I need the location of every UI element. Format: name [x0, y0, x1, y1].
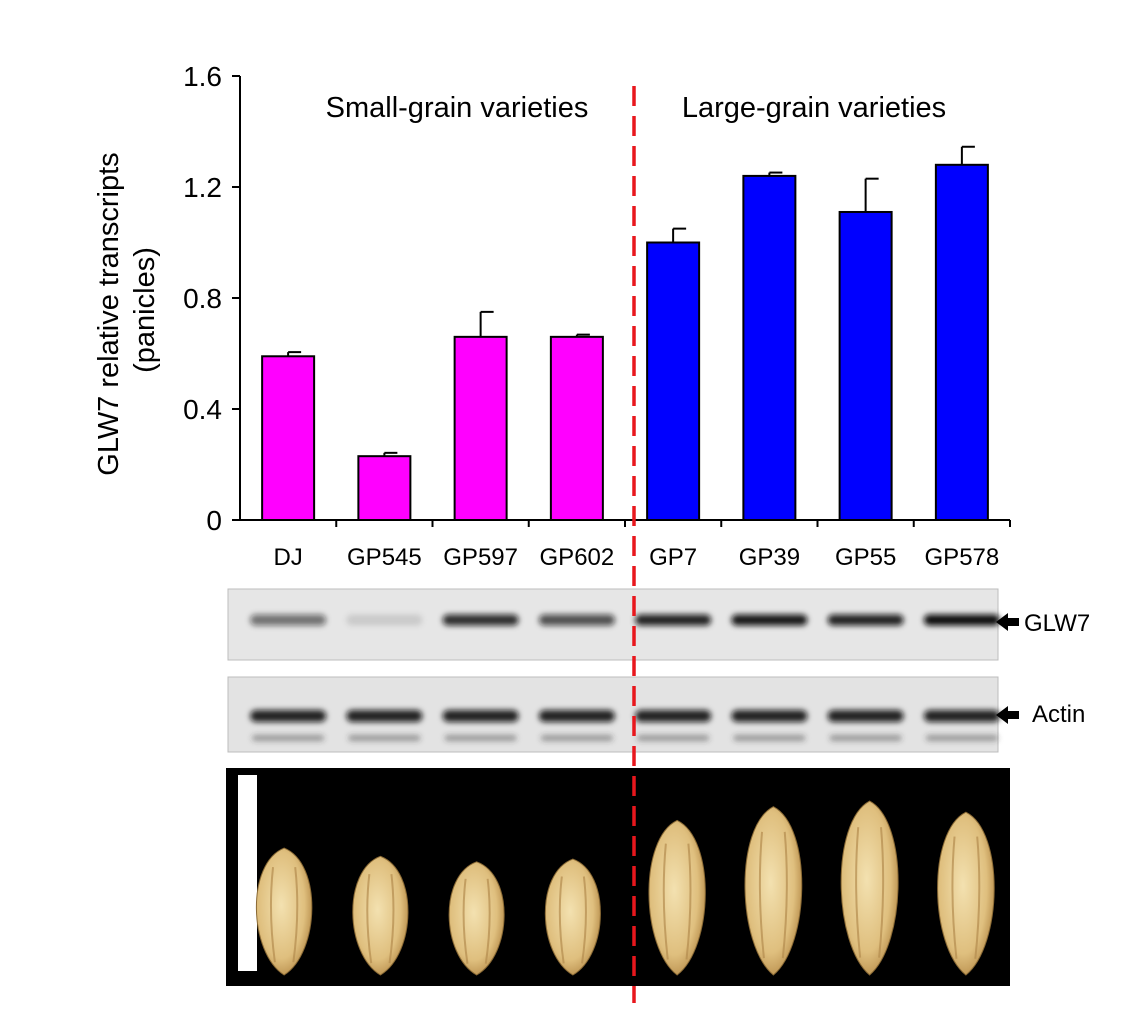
y-axis-label-line-1: GLW7 relative transcripts	[93, 152, 125, 475]
x-ticks	[335, 520, 1011, 527]
blot-band	[635, 614, 712, 626]
blot-band	[635, 710, 712, 722]
bar-gp7	[646, 241, 701, 521]
grain-photo	[226, 768, 1010, 986]
blot-band-lower	[540, 735, 613, 741]
rice-grain	[255, 847, 313, 976]
bar-chart: 0 0.4 0.8 1.2 1.6 GLW7 relative transcripts …	[93, 61, 1011, 571]
blot-band	[923, 614, 1000, 626]
y-tick-label: 0	[206, 505, 222, 536]
bar-gp545	[357, 455, 412, 521]
blot-label-actin: Actin	[1032, 701, 1085, 728]
blot-band	[538, 614, 615, 626]
western-blot-actin: Actin	[227, 676, 1085, 753]
rice-grain	[352, 855, 409, 976]
blot-band	[731, 614, 808, 626]
error-bars	[287, 145, 975, 457]
blot-band	[250, 614, 327, 626]
rice-grain-ridge	[484, 878, 491, 964]
blot-band	[827, 710, 904, 722]
blot-band	[442, 614, 519, 626]
blot-bands-actin	[250, 710, 1000, 741]
blot-band	[346, 710, 423, 722]
blot-band	[827, 614, 904, 626]
bar-gp578	[934, 163, 989, 522]
blot-band-lower	[252, 735, 325, 741]
category-labels: DJ GP545 GP597 GP602 GP7 GP39 GP55 GP578	[273, 544, 999, 571]
group-label-large: Large-grain varieties	[682, 92, 946, 124]
blot-bands-glw7	[250, 614, 1000, 626]
blot-label-glw7: GLW7	[1024, 610, 1090, 637]
blot-band-lower	[829, 735, 902, 741]
rice-grain-ridge	[662, 843, 669, 960]
y-axis-label: GLW7 relative transcripts (panicles)	[93, 144, 161, 475]
rice-grain-ridge	[758, 831, 765, 959]
blot-band-lower	[637, 735, 710, 741]
blot-band	[923, 710, 1000, 722]
y-tick-label: 0.8	[183, 283, 222, 314]
x-axis	[240, 519, 1011, 527]
y-tick-label: 1.6	[183, 61, 222, 92]
scale-bar	[238, 775, 257, 971]
group-label-small: Small-grain varieties	[326, 92, 589, 124]
bar-gp602	[549, 335, 604, 521]
y-axis: 0 0.4 0.8 1.2 1.6	[183, 61, 241, 536]
arrow-icon	[996, 706, 1019, 724]
y-tick-label: 0.4	[183, 394, 222, 425]
blot-band	[250, 710, 327, 722]
rice-grain-ridge	[855, 827, 862, 958]
rice-grain-ridge	[685, 843, 692, 960]
grains	[255, 800, 995, 976]
bars	[261, 163, 989, 522]
western-blot-glw7: GLW7	[227, 588, 1090, 661]
rice-grain	[648, 819, 706, 976]
rice-grain-ridge	[781, 831, 788, 959]
rice-grain-ridge	[366, 874, 373, 964]
rice-grain	[840, 800, 899, 976]
category-label: GP39	[739, 544, 800, 571]
bar-gp597	[453, 335, 508, 521]
rice-grain	[937, 811, 995, 976]
rice-grain	[448, 861, 505, 976]
blot-band-lower	[444, 735, 517, 741]
rice-grain	[544, 858, 601, 976]
category-label: GP7	[649, 544, 697, 571]
blot-band-lower	[733, 735, 806, 741]
rice-grain-ridge	[462, 878, 469, 964]
bar-dj	[261, 355, 316, 521]
y-axis-label-line-2: (panicles)	[129, 247, 161, 373]
blot-band	[731, 710, 808, 722]
arrow-icon	[996, 613, 1019, 631]
category-label: GP55	[835, 544, 896, 571]
category-label: GP597	[443, 544, 518, 571]
category-label: DJ	[273, 544, 302, 571]
category-label: GP602	[540, 544, 615, 571]
blot-band-lower	[925, 735, 998, 741]
blot-band	[538, 710, 615, 722]
rice-grain-ridge	[581, 876, 587, 964]
rice-grain	[744, 806, 803, 976]
y-tick-label: 1.2	[183, 172, 222, 203]
rice-grain-ridge	[878, 827, 885, 958]
bar-gp39	[742, 174, 797, 521]
bar-gp55	[838, 210, 893, 521]
rice-grain-ridge	[558, 876, 565, 964]
rice-grain-ridge	[269, 866, 276, 963]
rice-grain-ridge	[974, 836, 981, 959]
y-ticks: 0 0.4 0.8 1.2 1.6	[183, 61, 240, 536]
blot-band-lower	[348, 735, 421, 741]
rice-grain-ridge	[292, 866, 299, 963]
rice-grain-ridge	[388, 874, 395, 964]
blot-band	[442, 710, 519, 722]
category-label: GP578	[925, 544, 1000, 571]
rice-grain-ridge	[951, 836, 958, 959]
blot-band	[346, 614, 423, 626]
category-label: GP545	[347, 544, 422, 571]
